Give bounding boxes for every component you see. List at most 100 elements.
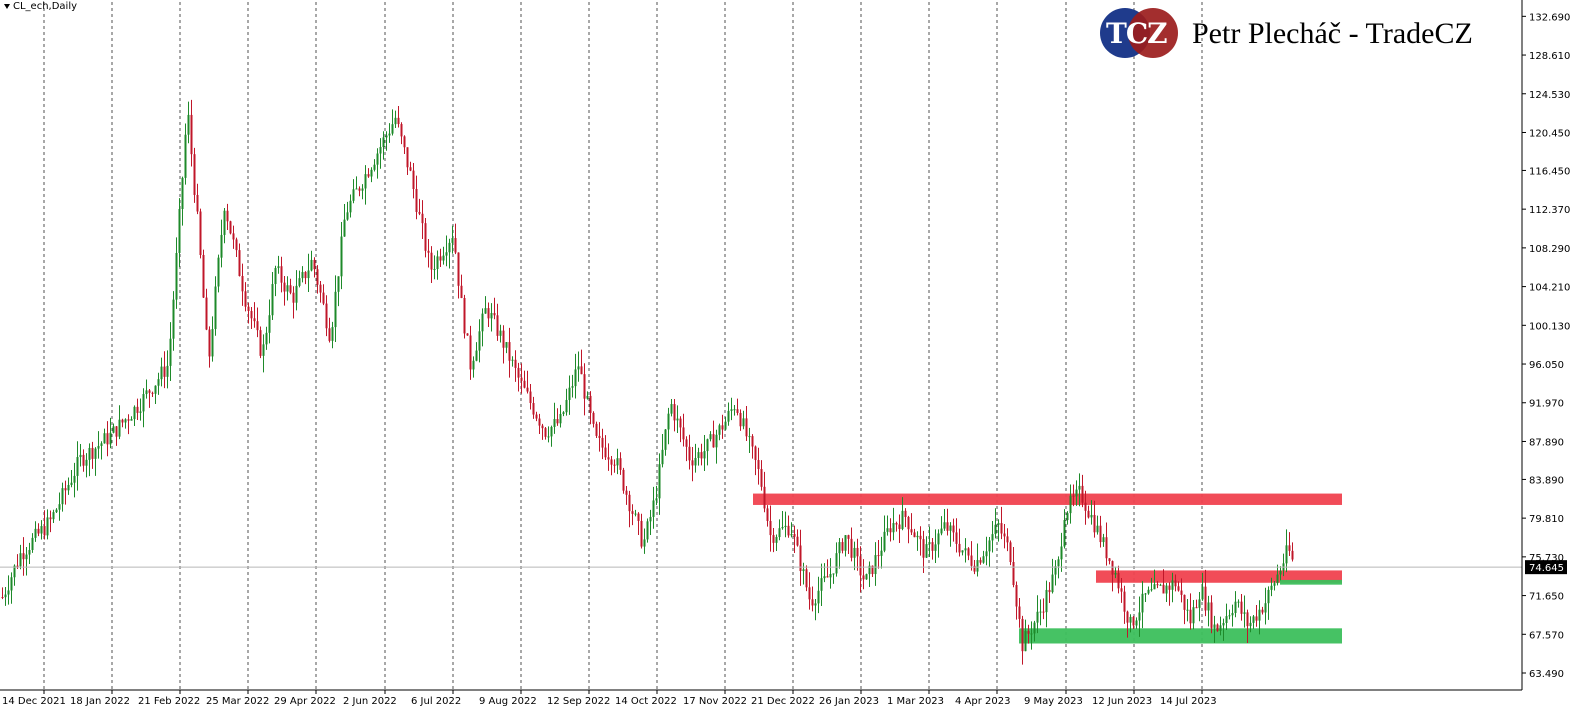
candle-body <box>103 433 106 444</box>
candle-body <box>373 164 376 170</box>
candle-body <box>340 236 343 277</box>
candle-body <box>88 447 91 460</box>
candle-body <box>184 134 187 178</box>
x-tick-label: 17 Nov 2022 <box>683 696 747 707</box>
candle-body <box>949 525 952 531</box>
candle-body <box>598 435 601 438</box>
y-tick-label: 112.370 <box>1529 205 1570 216</box>
candle-body <box>667 413 670 430</box>
tcz-logo: TCZ <box>1100 8 1180 60</box>
candle-body <box>973 565 976 572</box>
candle-body <box>427 250 430 253</box>
candle-body <box>265 332 268 345</box>
candle-body <box>34 528 37 538</box>
candle-body <box>850 538 853 558</box>
candle-body <box>604 447 607 458</box>
candle-body <box>1075 489 1078 497</box>
candle-body <box>328 328 331 341</box>
candle-body <box>187 114 190 135</box>
candle-body <box>580 366 583 375</box>
candle-body <box>1150 589 1153 591</box>
candle-body <box>748 436 751 438</box>
candle-body <box>1198 599 1201 608</box>
candle-body <box>646 521 649 540</box>
candle-body <box>682 427 685 440</box>
candle-body <box>1084 502 1087 511</box>
candle-body <box>406 147 409 168</box>
candle-body <box>868 565 871 575</box>
candle-body <box>589 395 592 413</box>
y-tick-label: 100.130 <box>1529 321 1570 332</box>
candle-body <box>916 535 919 538</box>
candle-body <box>289 285 292 293</box>
candle-body <box>898 524 901 530</box>
candle-body <box>433 269 436 271</box>
candle-body <box>61 488 64 505</box>
brand-name: Petr Plecháč - TradeCZ <box>1192 17 1473 50</box>
candle-body <box>991 534 994 541</box>
candle-body <box>697 452 700 458</box>
candle-body <box>478 331 481 351</box>
candle-body <box>295 285 298 303</box>
candle-body <box>151 392 154 394</box>
candle-body <box>175 252 178 300</box>
candle-body <box>685 439 688 447</box>
y-tick-label: 104.210 <box>1529 283 1570 294</box>
candle-body <box>403 136 406 148</box>
candle-body <box>1201 586 1204 600</box>
y-tick-label: 108.290 <box>1529 244 1570 255</box>
candle-body <box>775 537 778 543</box>
candle-body <box>385 135 388 138</box>
candle-body <box>436 256 439 270</box>
candle-body <box>823 576 826 579</box>
candle-body <box>1114 572 1117 575</box>
candle-body <box>199 211 202 255</box>
candle-body <box>439 256 442 261</box>
candle-body <box>235 239 238 251</box>
candle-body <box>934 544 937 551</box>
candle-body <box>97 445 100 449</box>
candle-body <box>559 413 562 424</box>
candle-body <box>835 553 838 574</box>
candle-body <box>367 174 370 177</box>
logo-text: TCZ <box>1106 17 1168 50</box>
candle-body <box>109 432 112 445</box>
candle-body <box>982 556 985 563</box>
candle-body <box>349 200 352 213</box>
candle-body <box>1096 525 1099 533</box>
candle-body <box>463 298 466 334</box>
candle-body <box>793 534 796 537</box>
candle-body <box>1207 602 1210 611</box>
candle-body <box>205 297 208 330</box>
x-tick-label: 1 Mar 2023 <box>887 696 944 707</box>
candle-body <box>820 578 823 591</box>
candle-body <box>514 359 517 368</box>
candle-body <box>535 414 538 419</box>
candle-body <box>643 539 646 547</box>
candle-body <box>358 188 361 191</box>
candle-body <box>1051 574 1054 593</box>
x-tick-label: 14 Dec 2021 <box>2 696 66 707</box>
candle-body <box>841 542 844 551</box>
candle-body <box>1069 495 1072 514</box>
candle-body <box>214 286 217 330</box>
candle-body <box>1240 601 1243 614</box>
candle-body <box>229 221 232 234</box>
candle-body <box>496 315 499 336</box>
candle-body <box>1288 545 1291 551</box>
candle-body <box>724 421 727 430</box>
candle-body <box>1222 622 1225 626</box>
candle-body <box>334 291 337 328</box>
candle-body <box>1015 584 1018 607</box>
candle-body <box>1249 622 1252 627</box>
candle-body <box>1048 589 1051 593</box>
candle-body <box>553 419 556 427</box>
candle-body <box>1108 558 1111 562</box>
candle-body <box>946 522 949 531</box>
candle-body <box>445 252 448 256</box>
candle-body <box>1072 495 1075 497</box>
candle-body <box>1009 542 1012 563</box>
candle-body <box>400 124 403 137</box>
candle-body <box>529 391 532 404</box>
candle-body <box>520 377 523 381</box>
